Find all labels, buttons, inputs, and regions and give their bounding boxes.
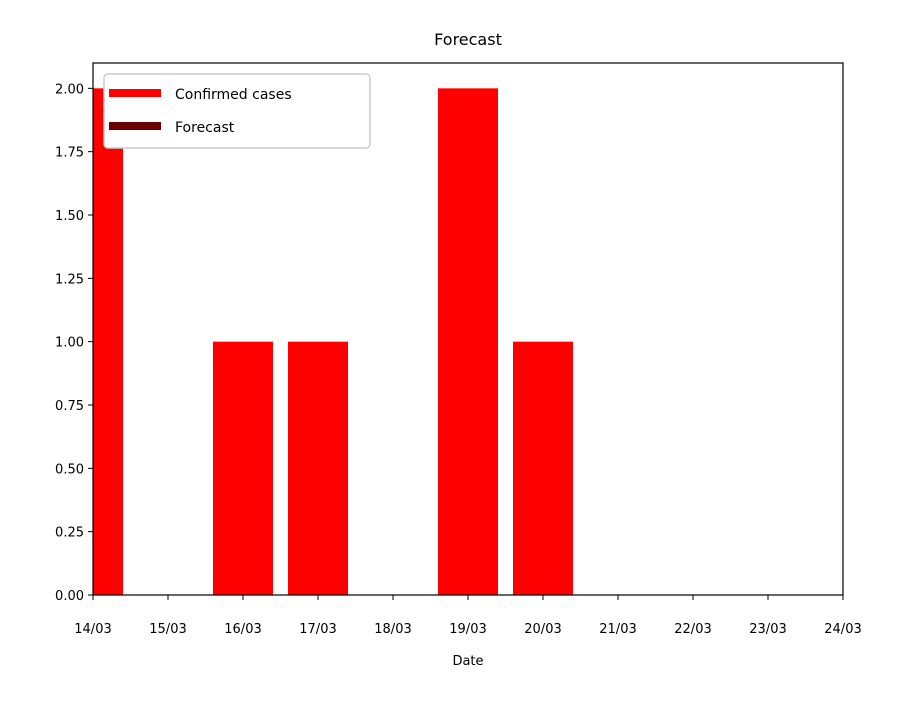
x-tick-label: 18/03 [374, 622, 411, 637]
x-tick-label: 15/03 [149, 622, 186, 637]
bar-confirmed-cases-20-03 [513, 341, 573, 595]
legend-box [103, 73, 371, 149]
y-tick-label: 1.25 [55, 272, 84, 287]
bar-confirmed-cases-14-03 [93, 88, 123, 595]
y-tick-label: 0.00 [55, 589, 84, 604]
x-axis-label: Date [452, 654, 483, 669]
x-tick-label: 19/03 [449, 622, 486, 637]
y-tick-label: 2.00 [55, 82, 84, 97]
bars-layer [93, 88, 573, 595]
legend-label-forecast: Forecast [175, 120, 235, 136]
y-tick-label: 1.75 [55, 146, 84, 161]
y-tick-label: 1.50 [55, 209, 84, 224]
x-tick-label: 14/03 [74, 622, 111, 637]
x-tick-label: 24/03 [824, 622, 861, 637]
x-tick-label: 22/03 [674, 622, 711, 637]
x-tick-label: 21/03 [599, 622, 636, 637]
x-tick-label: 23/03 [749, 622, 786, 637]
ticks-layer: 14/03 15/03 16/03 17/03 18/03 19/03 20/03 21/03… [55, 82, 862, 637]
legend-label-confirmed-cases: Confirmed cases [175, 87, 292, 103]
bar-confirmed-cases-16-03 [213, 341, 273, 595]
y-tick-label: 0.25 [55, 526, 84, 541]
legend: Confirmed cases Forecast [103, 73, 371, 149]
x-tick-label: 16/03 [224, 622, 261, 637]
x-tick-label: 20/03 [524, 622, 561, 637]
bar-confirmed-cases-17-03 [288, 341, 348, 595]
y-tick-label: 0.50 [55, 462, 84, 477]
chart-title: Forecast [434, 30, 502, 49]
y-tick-label: 1.00 [55, 336, 84, 351]
bar-confirmed-cases-19-03 [438, 88, 498, 595]
x-tick-label: 17/03 [299, 622, 336, 637]
y-tick-label: 0.75 [55, 399, 84, 414]
